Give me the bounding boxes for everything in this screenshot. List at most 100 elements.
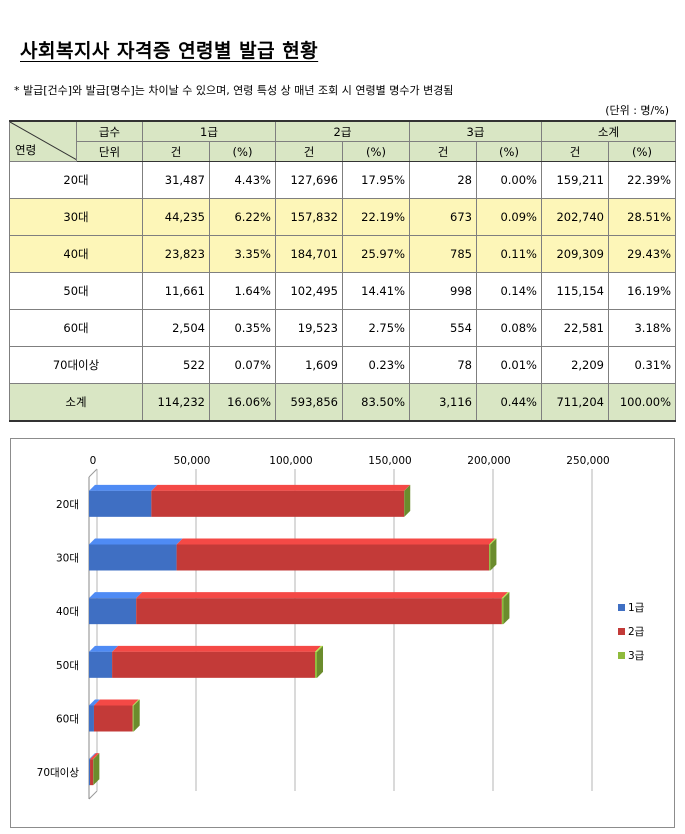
bar-segment-2급 — [112, 651, 316, 678]
bar-segment-2급 — [151, 490, 405, 517]
bar-top-3급 — [315, 645, 324, 652]
x-tick-label: 0 — [90, 455, 97, 467]
legend-entry: 1급 — [628, 602, 645, 614]
table-cell: 184,701 — [275, 235, 343, 273]
table-cell: 16.06% — [209, 383, 276, 422]
x-tick-label: 150,000 — [368, 455, 411, 467]
table-row: 40대 23,823 3.35% 184,701 25.97% 785 0.11% 209,3… — [9, 235, 677, 273]
table-cell: 83.50% — [342, 383, 410, 422]
table-cell: 998 — [409, 272, 477, 310]
table-cell: 0.08% — [476, 309, 542, 347]
y-category-label: 40대 — [56, 606, 79, 618]
table-cell: 3.35% — [209, 235, 276, 273]
y-category-label: 50대 — [56, 660, 79, 672]
header-row-groups: 연령 급수 1급 2급 3급 소계 — [9, 120, 677, 162]
subheader: (%) — [342, 141, 410, 162]
table-cell: 115,154 — [541, 272, 609, 310]
table-cell: 554 — [409, 309, 477, 347]
table-cell: 28.51% — [607, 198, 677, 236]
bar-top-1급 — [89, 538, 183, 545]
bar-top-2급 — [136, 592, 508, 599]
y-category-label: 20대 — [56, 499, 79, 511]
legend-swatch — [618, 652, 625, 659]
bar-side-face — [317, 645, 324, 678]
corner-age-cell: 연령 — [9, 120, 77, 162]
table-cell: 1.64% — [209, 272, 276, 310]
header-row-units: 단위 건 (%) 건 (%) 건 (%) 건 (%) — [10, 141, 677, 162]
bar-top-2급 — [90, 753, 100, 760]
table-cell: 202,740 — [541, 198, 609, 236]
table-cell: 157,832 — [275, 198, 343, 236]
x-tick-label: 50,000 — [174, 455, 211, 467]
table-cell: 14.41% — [342, 272, 410, 310]
group-header: 3급 — [409, 120, 542, 142]
bar-top-2급 — [151, 484, 411, 491]
table-cell: 0.31% — [607, 346, 677, 384]
table-row: 50대 11,661 1.64% 102,495 14.41% 998 0.14% 115,1… — [9, 272, 677, 310]
age-label: 60대 — [9, 309, 143, 347]
table-row: 30대 44,235 6.22% 157,832 22.19% 673 0.09% 202,7… — [9, 198, 677, 236]
table-cell: 2,209 — [541, 346, 609, 384]
corner-unit-label: 단위 — [76, 141, 143, 162]
table-cell: 11,661 — [142, 272, 210, 310]
bar-top-3급 — [404, 484, 411, 491]
corner-age-label: 연령 — [15, 143, 36, 157]
bar-segment-3급 — [501, 598, 504, 625]
bar-top-3급 — [489, 538, 497, 545]
legend-entry: 3급 — [628, 650, 645, 662]
stats-table: 연령 급수 1급 2급 3급 소계 단위 건 (%) 건 (%) 건 (%) 건… — [9, 120, 677, 422]
table-cell: 0.23% — [342, 346, 410, 384]
subheader: (%) — [607, 141, 677, 162]
stacked-bar-chart: 0 50,000 100,000 150,000 200,000 250,000 20대 30… — [37, 455, 645, 800]
bar-segment-1급 — [89, 651, 113, 678]
bar-top-1급 — [89, 592, 143, 599]
subheader: 건 — [275, 141, 343, 162]
age-label: 40대 — [9, 235, 143, 273]
table-cell: 127,696 — [275, 161, 343, 199]
table-cell: 1,609 — [275, 346, 343, 384]
bar-segment-1급 — [89, 544, 177, 571]
table-cell: 711,204 — [541, 383, 609, 422]
table-cell: 785 — [409, 235, 477, 273]
bar-top-3급 — [93, 753, 100, 760]
bar-top-2급 — [112, 645, 322, 652]
table-cell: 29.43% — [607, 235, 677, 273]
bar-segment-2급 — [90, 759, 94, 786]
subheader: (%) — [209, 141, 276, 162]
bar-top-1급 — [89, 753, 97, 760]
bar-top-2급 — [176, 538, 496, 545]
table-row: 60대 2,504 0.35% 19,523 2.75% 554 0.08% 22,581 3.… — [9, 309, 677, 347]
bar-top-3급 — [501, 592, 510, 599]
bar-segment-2급 — [176, 544, 490, 571]
age-label: 70대이상 — [9, 346, 143, 384]
table-cell: 0.07% — [209, 346, 276, 384]
table-cell: 593,856 — [275, 383, 343, 422]
group-header: 소계 — [540, 120, 677, 142]
table-row: 20대 31,487 4.43% 127,696 17.95% 28 0.00% 159,21… — [9, 161, 677, 199]
x-tick-label: 250,000 — [566, 455, 609, 467]
table-cell: 3,116 — [409, 383, 477, 422]
footnote: * 발급[건수]와 발급[명수]는 차이날 수 있으며, 연령 특성 상 매년 … — [14, 84, 454, 97]
table-cell: 3.18% — [607, 309, 677, 347]
table-cell: 159,211 — [541, 161, 609, 199]
page-title: 사회복지사 자격증 연령별 발급 현황 — [20, 40, 319, 62]
bar-segment-2급 — [136, 598, 502, 625]
table-cell: 100.00% — [607, 383, 677, 422]
table-cell: 16.19% — [607, 272, 677, 310]
table-cell: 0.14% — [476, 272, 542, 310]
table-cell: 0.35% — [209, 309, 276, 347]
bar-side-face — [404, 484, 411, 517]
group-header: 2급 — [275, 120, 410, 142]
x-tick-label: 200,000 — [467, 455, 510, 467]
bar-segment-1급 — [89, 705, 94, 732]
total-label: 소계 — [9, 383, 143, 422]
table-cell: 28 — [409, 161, 477, 199]
bar-segment-3급 — [315, 651, 318, 678]
bar-side-face — [93, 753, 100, 786]
table-cell: 22.19% — [342, 198, 410, 236]
table-cell: 114,232 — [142, 383, 210, 422]
table-cell: 44,235 — [142, 198, 210, 236]
table-cell: 22.39% — [607, 161, 677, 199]
table-cell: 19,523 — [275, 309, 343, 347]
age-label: 50대 — [9, 272, 143, 310]
